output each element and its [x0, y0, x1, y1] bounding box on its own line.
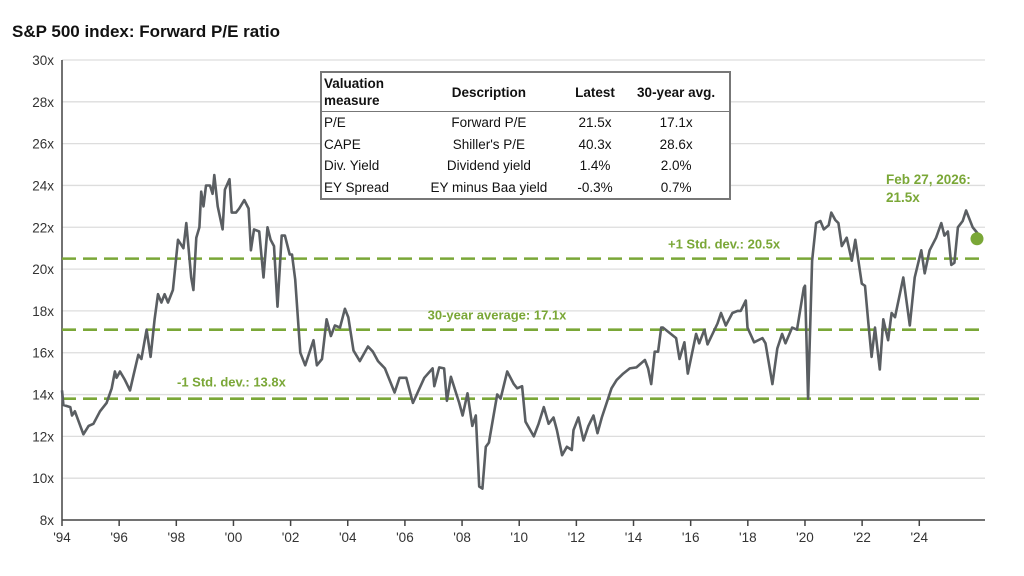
y-tick-label: 14x [32, 388, 54, 403]
latest-annotation-value: 21.5x [886, 190, 920, 205]
y-tick-label: 30x [32, 53, 54, 68]
x-tick-label: '94 [53, 530, 71, 545]
y-tick-label: 22x [32, 220, 54, 235]
reference-line-label: -1 Std. dev.: 13.8x [177, 375, 287, 390]
table-header-row: Valuation measure Description Latest 30-y… [322, 73, 729, 112]
y-tick-label: 10x [32, 471, 54, 486]
table-cell: 1.4% [579, 158, 611, 174]
reference-line-label: +1 Std. dev.: 20.5x [668, 237, 781, 252]
x-tick-label: '98 [168, 530, 186, 545]
table-row: CAPE Shiller's P/E 40.3x 28.6x [322, 134, 729, 156]
table-cell: 2.0% [660, 158, 692, 174]
table-header: 30-year avg. [623, 73, 729, 112]
table-cell: Dividend yield [446, 158, 531, 174]
header-line: Valuation [324, 76, 385, 91]
x-tick-label: '24 [910, 530, 928, 545]
y-tick-label: 8x [40, 513, 55, 528]
x-tick-label: '22 [853, 530, 871, 545]
latest-point-marker [970, 232, 984, 246]
latest-annotation: Feb 27, 2026: [886, 172, 971, 187]
reference-line-label: 30-year average: 17.1x [428, 308, 568, 323]
x-tick-label: '16 [682, 530, 700, 545]
y-tick-label: 26x [32, 137, 54, 152]
x-tick-label: '10 [510, 530, 528, 545]
y-tick-label: 12x [32, 429, 54, 444]
y-tick-label: 24x [32, 178, 54, 193]
table-cell: EY minus Baa yield [430, 179, 548, 195]
x-tick-label: '02 [282, 530, 300, 545]
table-cell: Div. Yield [324, 158, 380, 174]
table-row: Div. Yield Dividend yield 1.4% 2.0% [322, 155, 729, 177]
table-header: Valuation measure [322, 73, 412, 112]
table-cell: Shiller's P/E [452, 136, 526, 152]
table-cell: 28.6x [659, 136, 693, 152]
table-cell: 40.3x [578, 136, 612, 152]
table-cell: Forward P/E [451, 115, 527, 131]
x-tick-label: '08 [453, 530, 471, 545]
table-cell: EY Spread [324, 179, 390, 195]
y-tick-label: 20x [32, 262, 54, 277]
x-tick-label: '00 [225, 530, 243, 545]
x-tick-label: '14 [625, 530, 643, 545]
table-cell: 21.5x [578, 115, 612, 131]
table-cell: 0.7% [660, 179, 692, 195]
chart-title: S&P 500 index: Forward P/E ratio [12, 22, 280, 41]
x-tick-label: '06 [396, 530, 414, 545]
x-tick-label: '18 [739, 530, 757, 545]
x-tick-label: '96 [110, 530, 128, 545]
header-line: measure [324, 93, 380, 108]
x-tick-label: '12 [568, 530, 586, 545]
pe-ratio-line [60, 173, 983, 490]
y-tick-label: 18x [32, 304, 54, 319]
valuation-table: Valuation measure Description Latest 30-y… [320, 71, 731, 200]
y-tick-label: 28x [32, 95, 54, 110]
table-cell: CAPE [324, 136, 361, 152]
table-cell: 17.1x [659, 115, 693, 131]
table-cell: P/E [324, 115, 346, 131]
table-row: P/E Forward P/E 21.5x 17.1x [322, 112, 729, 134]
x-tick-label: '20 [796, 530, 814, 545]
table-cell: -0.3% [577, 179, 613, 195]
table-header: Description [411, 73, 567, 112]
table-header: Latest [566, 73, 624, 112]
x-tick-label: '04 [339, 530, 357, 545]
table-row: EY Spread EY minus Baa yield -0.3% 0.7% [322, 177, 729, 199]
y-tick-label: 16x [32, 346, 54, 361]
